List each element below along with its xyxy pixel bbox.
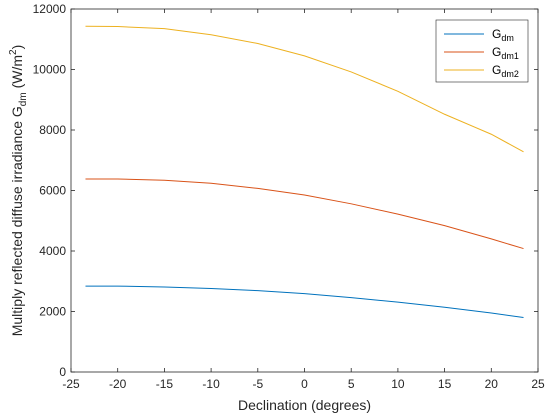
x-tick-label: 15 (438, 377, 452, 391)
x-tick-label: 0 (301, 377, 308, 391)
ticks-layer: -25 -20 -15 -10 -5 0 5 10 15 20 25 0 2000 4000 6000 800… (33, 2, 545, 391)
legend-label-subscript: dm (501, 33, 514, 43)
x-tick-label: -10 (202, 377, 220, 391)
x-tick-label: 25 (531, 377, 545, 391)
legend-label-subscript: dm2 (501, 69, 519, 79)
y-axis-label-unit: (W/m (9, 55, 25, 92)
y-tick-label: 12000 (33, 2, 67, 16)
series-line-dm (85, 285, 524, 319)
legend-label-dm1: Gdm1 (492, 45, 519, 61)
y-tick-label: 6000 (39, 184, 66, 198)
y-tick-label: 0 (59, 365, 66, 379)
x-tick-label: -20 (109, 377, 127, 391)
legend-label-main: G (492, 27, 501, 41)
legend-label-dm: Gdm (492, 27, 514, 43)
legend-label-subscript: dm1 (501, 51, 519, 61)
x-tick-label: 5 (348, 377, 355, 391)
y-tick-label: 4000 (39, 244, 66, 258)
x-tick-label: -5 (252, 377, 263, 391)
legend-label-main: G (492, 63, 501, 77)
legend-box (435, 19, 529, 83)
y-axis-label-unit-close: ) (9, 45, 25, 50)
y-axis-label-main: Multiply reflected diffuse irradiance G (9, 106, 25, 336)
legend-label-main: G (492, 45, 501, 59)
x-tick-label: 20 (485, 377, 499, 391)
y-tick-label: 10000 (33, 63, 67, 77)
x-tick-label: 10 (391, 377, 405, 391)
y-axis-label-superscript: 2 (8, 49, 19, 55)
y-tick-label: 2000 (39, 305, 66, 319)
series-layer (85, 25, 524, 319)
x-tick-label: -15 (156, 377, 174, 391)
series-line-dm1 (85, 178, 524, 250)
x-axis-label: Declination (degrees) (238, 397, 371, 413)
y-axis-label: Multiply reflected diffuse irradiance Gd… (8, 45, 29, 337)
y-tick-label: 8000 (39, 123, 66, 137)
legend-label-dm2: Gdm2 (492, 63, 519, 79)
x-tick-label: -25 (62, 377, 80, 391)
y-axis-label-subscript: dm (18, 92, 29, 106)
series-line-dm2 (85, 25, 524, 153)
